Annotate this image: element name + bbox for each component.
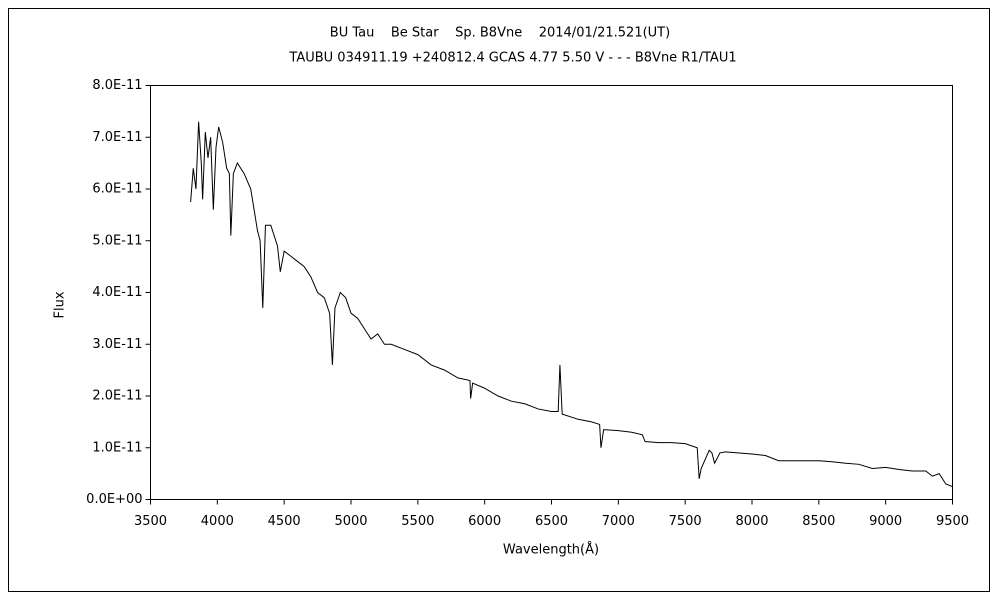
chart-subtitle: TAUBU 034911.19 +240812.4 GCAS 4.77 5.50…	[288, 51, 736, 66]
y-tick-label: 8.0E-11	[92, 78, 142, 93]
x-tick-label: 4000	[201, 514, 234, 529]
x-tick-label: 4500	[268, 514, 301, 529]
x-tick-label: 6000	[468, 514, 501, 529]
x-tick-label: 5500	[401, 514, 434, 529]
y-tick-label: 2.0E-11	[92, 389, 142, 404]
x-tick-label: 9000	[869, 514, 902, 529]
y-tick-label: 7.0E-11	[92, 130, 142, 145]
x-tick-label: 8500	[802, 514, 835, 529]
y-tick-label: 4.0E-11	[92, 285, 142, 300]
x-tick-label: 6500	[535, 514, 568, 529]
y-tick-label: 1.0E-11	[92, 440, 142, 455]
plot-frame	[150, 85, 953, 500]
chart-title: BU Tau Be Star Sp. B8Vne 2014/01/21.521(…	[330, 26, 670, 41]
x-tick-label: 5000	[334, 514, 367, 529]
y-tick-label: 0.0E+00	[86, 492, 142, 507]
x-tick-label: 3500	[134, 514, 167, 529]
chart-border	[8, 8, 990, 592]
x-tick-label: 9500	[936, 514, 969, 529]
y-axis-label: Flux	[53, 291, 68, 318]
x-tick-label: 7500	[669, 514, 702, 529]
y-tick-label: 3.0E-11	[92, 337, 142, 352]
y-tick-label: 5.0E-11	[92, 233, 142, 248]
x-tick-label: 7000	[602, 514, 635, 529]
y-tick-label: 6.0E-11	[92, 182, 142, 197]
x-axis-label: Wavelength(Å)	[503, 542, 599, 558]
spectrum-line	[190, 121, 953, 488]
x-tick-label: 8000	[735, 514, 768, 529]
